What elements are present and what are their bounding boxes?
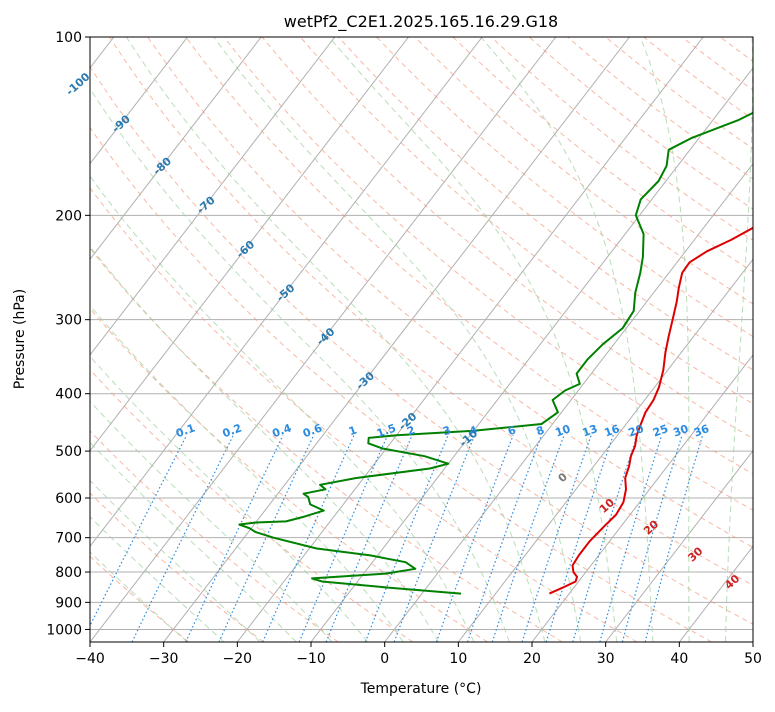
y-tick-label: 300 — [55, 313, 82, 329]
y-axis-title: Pressure (hPa) — [12, 289, 28, 389]
x-tick-label: 0 — [380, 651, 389, 667]
y-tick-label: 200 — [55, 208, 82, 224]
x-tick-label: −30 — [149, 651, 179, 667]
x-tick-label: −40 — [75, 651, 105, 667]
y-tick-label: 600 — [55, 491, 82, 507]
x-tick-label: 40 — [670, 651, 688, 667]
x-tick-label: 10 — [449, 651, 467, 667]
y-tick-label: 100 — [55, 30, 82, 46]
x-tick-label: −20 — [223, 651, 253, 667]
y-tick-label: 400 — [55, 387, 82, 403]
x-tick-label: −10 — [296, 651, 326, 667]
y-tick-label: 900 — [55, 595, 82, 611]
chart-title: wetPf2_C2E1.2025.165.16.29.G18 — [284, 12, 558, 32]
y-tick-label: 1000 — [46, 622, 82, 638]
x-tick-label: 30 — [597, 651, 615, 667]
x-tick-label: 50 — [744, 651, 762, 667]
x-axis-title: Temperature (°C) — [360, 681, 482, 697]
x-tick-label: 20 — [523, 651, 541, 667]
y-tick-label: 700 — [55, 531, 82, 547]
y-tick-label: 800 — [55, 565, 82, 581]
y-tick-label: 500 — [55, 444, 82, 460]
